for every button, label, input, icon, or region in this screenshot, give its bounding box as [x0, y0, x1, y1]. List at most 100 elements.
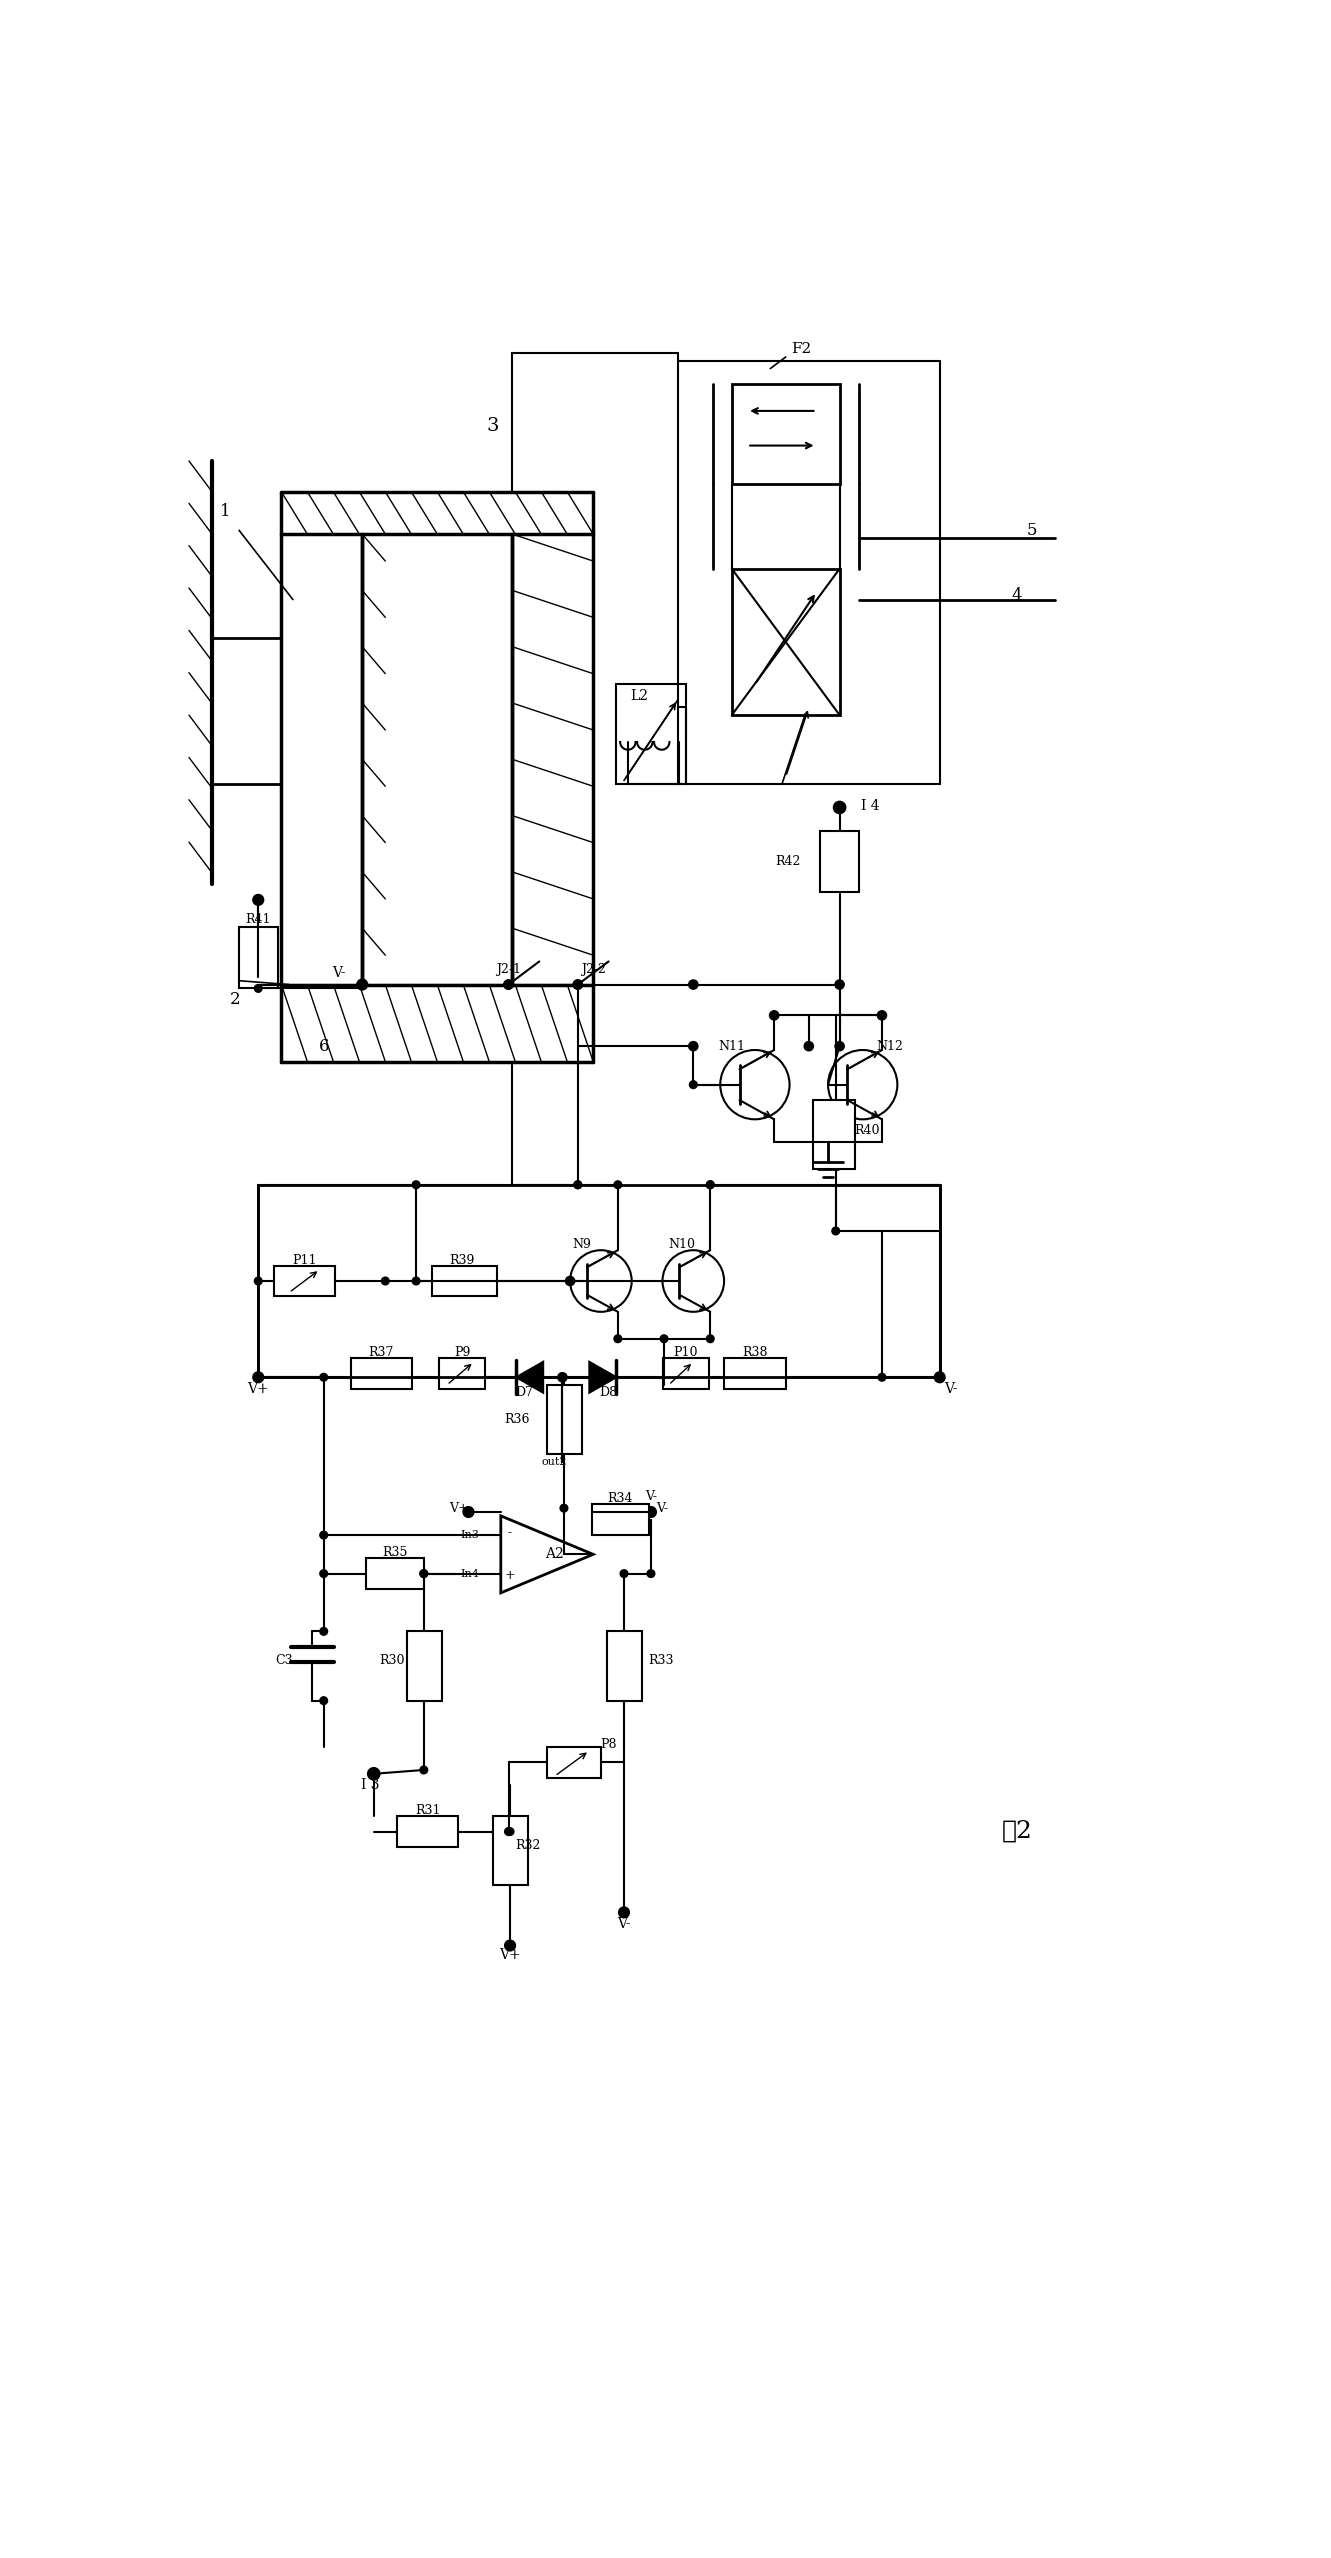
Text: R41: R41 — [245, 913, 272, 926]
Circle shape — [647, 1571, 655, 1578]
Bar — [663, 1358, 708, 1389]
Circle shape — [688, 980, 697, 990]
Circle shape — [574, 980, 583, 990]
Text: F2: F2 — [791, 343, 811, 356]
Text: R32: R32 — [515, 1839, 540, 1852]
Circle shape — [319, 1571, 327, 1578]
Circle shape — [319, 1696, 327, 1704]
Circle shape — [253, 1371, 264, 1384]
Circle shape — [319, 1532, 327, 1540]
Circle shape — [463, 1507, 474, 1517]
Text: R30: R30 — [379, 1655, 405, 1668]
Text: R33: R33 — [648, 1655, 673, 1668]
Circle shape — [835, 980, 844, 990]
Circle shape — [558, 1374, 567, 1381]
Text: V-: V- — [945, 1381, 958, 1397]
Polygon shape — [516, 1361, 543, 1392]
Text: 4: 4 — [1012, 588, 1022, 604]
Text: V-: V- — [656, 1502, 668, 1514]
Circle shape — [560, 1504, 568, 1512]
Bar — [813, 1100, 855, 1169]
Circle shape — [707, 1182, 715, 1189]
Text: I 3: I 3 — [361, 1778, 379, 1793]
Text: +: + — [504, 1571, 515, 1583]
Circle shape — [832, 1228, 840, 1236]
Text: N9: N9 — [572, 1238, 591, 1251]
Text: J2-2: J2-2 — [580, 962, 606, 975]
Text: -: - — [508, 1527, 512, 1540]
Text: 5: 5 — [1026, 522, 1037, 540]
Text: D7: D7 — [515, 1386, 532, 1399]
Circle shape — [614, 1182, 622, 1189]
Circle shape — [421, 1571, 427, 1578]
Circle shape — [574, 1182, 582, 1189]
Text: R42: R42 — [776, 854, 801, 867]
Text: N10: N10 — [668, 1238, 695, 1251]
Circle shape — [566, 1276, 575, 1287]
Bar — [240, 926, 277, 987]
Circle shape — [835, 1041, 844, 1051]
Circle shape — [357, 980, 367, 990]
Circle shape — [504, 1829, 512, 1837]
Text: C3: C3 — [276, 1655, 293, 1668]
Text: N12: N12 — [876, 1039, 904, 1054]
Text: V+: V+ — [248, 1381, 269, 1397]
Circle shape — [421, 1571, 427, 1578]
Bar — [407, 1632, 442, 1701]
Circle shape — [421, 1765, 427, 1773]
Circle shape — [878, 1374, 886, 1381]
Bar — [350, 1358, 413, 1389]
Text: A2: A2 — [546, 1548, 564, 1560]
Text: V+: V+ — [449, 1502, 469, 1514]
Bar — [492, 1816, 528, 1885]
Bar — [732, 568, 840, 716]
Circle shape — [504, 980, 514, 990]
Bar — [592, 1504, 650, 1535]
Circle shape — [620, 1571, 628, 1578]
Text: R40: R40 — [853, 1126, 880, 1138]
Circle shape — [504, 980, 514, 990]
Bar — [724, 1358, 785, 1389]
Circle shape — [877, 1010, 886, 1021]
Circle shape — [833, 801, 845, 813]
Circle shape — [254, 985, 262, 993]
Text: P9: P9 — [454, 1346, 470, 1358]
Bar — [547, 1747, 600, 1778]
Text: In4: In4 — [461, 1568, 479, 1578]
Circle shape — [253, 895, 264, 906]
Text: I 4: I 4 — [861, 798, 880, 813]
Bar — [274, 1266, 335, 1297]
Text: R39: R39 — [450, 1253, 475, 1266]
Circle shape — [619, 1908, 630, 1918]
Circle shape — [254, 1276, 262, 1284]
Text: V-: V- — [618, 1916, 631, 1931]
Circle shape — [574, 1182, 582, 1189]
Circle shape — [574, 980, 583, 990]
Text: P10: P10 — [673, 1346, 697, 1358]
Bar — [366, 1558, 423, 1589]
Text: R38: R38 — [743, 1346, 768, 1358]
Bar — [732, 384, 840, 483]
Text: R37: R37 — [369, 1346, 394, 1358]
Bar — [258, 1184, 940, 1376]
Circle shape — [367, 1768, 379, 1780]
Circle shape — [646, 1507, 656, 1517]
Text: P8: P8 — [600, 1737, 616, 1752]
Circle shape — [689, 1082, 697, 1090]
Bar — [431, 1266, 496, 1297]
Text: R34: R34 — [607, 1491, 634, 1507]
Circle shape — [413, 1182, 421, 1189]
Text: 6: 6 — [318, 1039, 329, 1054]
Text: 图2: 图2 — [1001, 1821, 1032, 1844]
Text: D8: D8 — [599, 1386, 618, 1399]
Circle shape — [614, 1335, 622, 1343]
Circle shape — [382, 1276, 389, 1284]
Circle shape — [506, 1829, 514, 1837]
Circle shape — [504, 1939, 515, 1952]
Text: R31: R31 — [415, 1803, 441, 1816]
Text: L2: L2 — [631, 688, 648, 703]
Bar — [547, 1384, 582, 1456]
Circle shape — [769, 1010, 779, 1021]
Circle shape — [707, 1335, 715, 1343]
Text: R36: R36 — [504, 1412, 530, 1427]
